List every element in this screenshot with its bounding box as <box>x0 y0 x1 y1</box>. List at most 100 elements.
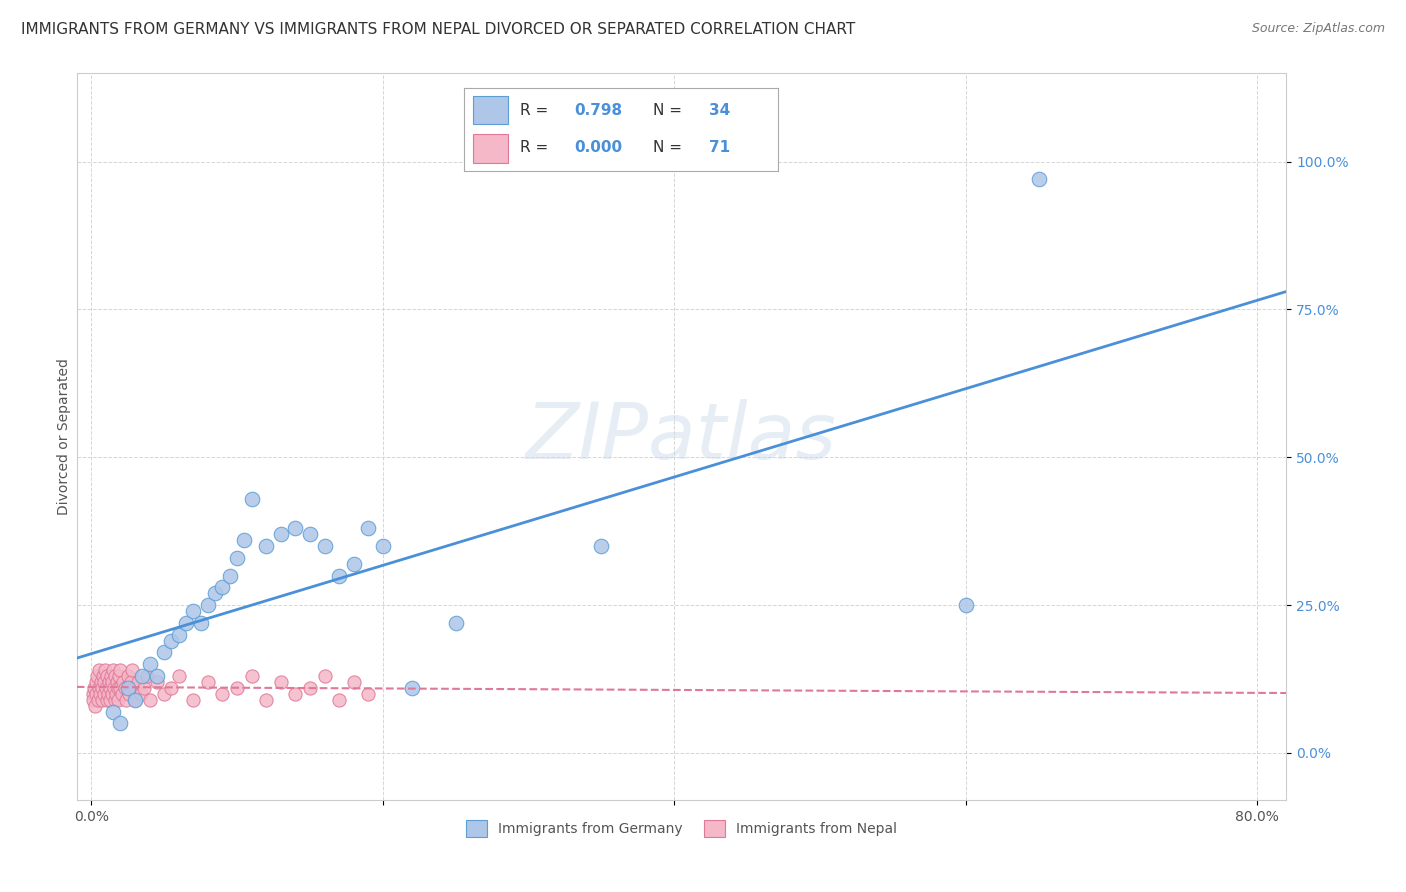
Point <box>254 539 277 553</box>
Point <box>91 669 114 683</box>
Point <box>226 550 249 565</box>
Point <box>97 675 120 690</box>
Point <box>82 692 104 706</box>
Point <box>94 681 117 695</box>
Point <box>211 580 233 594</box>
Point <box>124 692 146 706</box>
Point <box>314 669 336 683</box>
Point <box>153 645 176 659</box>
Text: IMMIGRANTS FROM GERMANY VS IMMIGRANTS FROM NEPAL DIVORCED OR SEPARATED CORRELATI: IMMIGRANTS FROM GERMANY VS IMMIGRANTS FR… <box>21 22 855 37</box>
Point <box>121 663 143 677</box>
Point <box>86 669 108 683</box>
Point <box>101 705 124 719</box>
Point <box>87 692 110 706</box>
Point <box>90 692 112 706</box>
Point <box>211 687 233 701</box>
Point <box>83 681 105 695</box>
Point <box>343 557 366 571</box>
Point <box>100 687 122 701</box>
Point <box>132 681 155 695</box>
Point <box>107 681 129 695</box>
Point <box>101 663 124 677</box>
Point <box>204 586 226 600</box>
Legend: Immigrants from Germany, Immigrants from Nepal: Immigrants from Germany, Immigrants from… <box>460 814 904 844</box>
Point <box>93 687 115 701</box>
Point <box>197 675 219 690</box>
Point <box>117 681 139 695</box>
Point <box>254 692 277 706</box>
Point <box>174 615 197 630</box>
Point <box>135 669 157 683</box>
Point <box>153 687 176 701</box>
Point <box>86 687 108 701</box>
Point <box>89 681 111 695</box>
Point <box>129 687 152 701</box>
Point <box>183 692 205 706</box>
Point <box>444 615 467 630</box>
Y-axis label: Divorced or Separated: Divorced or Separated <box>58 359 72 515</box>
Point <box>111 687 134 701</box>
Point <box>107 692 129 706</box>
Point <box>124 692 146 706</box>
Point <box>84 675 107 690</box>
Point <box>131 669 153 683</box>
Point <box>122 681 145 695</box>
Point <box>115 692 138 706</box>
Point <box>240 669 263 683</box>
Point <box>357 521 380 535</box>
Point <box>190 615 212 630</box>
Point <box>314 539 336 553</box>
Point <box>110 681 132 695</box>
Point <box>240 491 263 506</box>
Point <box>160 633 183 648</box>
Point <box>270 527 292 541</box>
Point <box>357 687 380 701</box>
Point <box>87 663 110 677</box>
Point <box>233 533 256 547</box>
Point <box>89 687 111 701</box>
Point <box>105 675 128 690</box>
Point <box>110 716 132 731</box>
Point <box>146 675 169 690</box>
Point <box>146 669 169 683</box>
Point <box>284 687 307 701</box>
Point <box>114 681 136 695</box>
Point <box>104 692 127 706</box>
Point <box>82 687 104 701</box>
Point <box>105 687 128 701</box>
Point <box>591 539 613 553</box>
Point <box>117 669 139 683</box>
Point <box>328 568 350 582</box>
Point <box>84 698 107 713</box>
Point <box>401 681 423 695</box>
Point <box>96 692 118 706</box>
Point <box>127 675 149 690</box>
Point <box>328 692 350 706</box>
Point <box>94 663 117 677</box>
Point <box>298 527 321 541</box>
Point <box>108 663 131 677</box>
Point <box>104 669 127 683</box>
Point <box>108 669 131 683</box>
Text: Source: ZipAtlas.com: Source: ZipAtlas.com <box>1251 22 1385 36</box>
Point <box>91 681 114 695</box>
Point <box>955 598 977 612</box>
Point <box>103 681 125 695</box>
Point <box>1028 172 1050 186</box>
Point <box>284 521 307 535</box>
Point <box>298 681 321 695</box>
Point <box>93 675 115 690</box>
Point <box>343 675 366 690</box>
Point <box>167 669 190 683</box>
Point <box>112 675 135 690</box>
Point <box>167 627 190 641</box>
Point <box>160 681 183 695</box>
Point <box>97 687 120 701</box>
Point <box>118 687 141 701</box>
Text: ZIPatlas: ZIPatlas <box>526 399 837 475</box>
Point <box>96 669 118 683</box>
Point <box>98 692 121 706</box>
Point <box>138 657 160 672</box>
Point <box>197 598 219 612</box>
Point <box>120 675 142 690</box>
